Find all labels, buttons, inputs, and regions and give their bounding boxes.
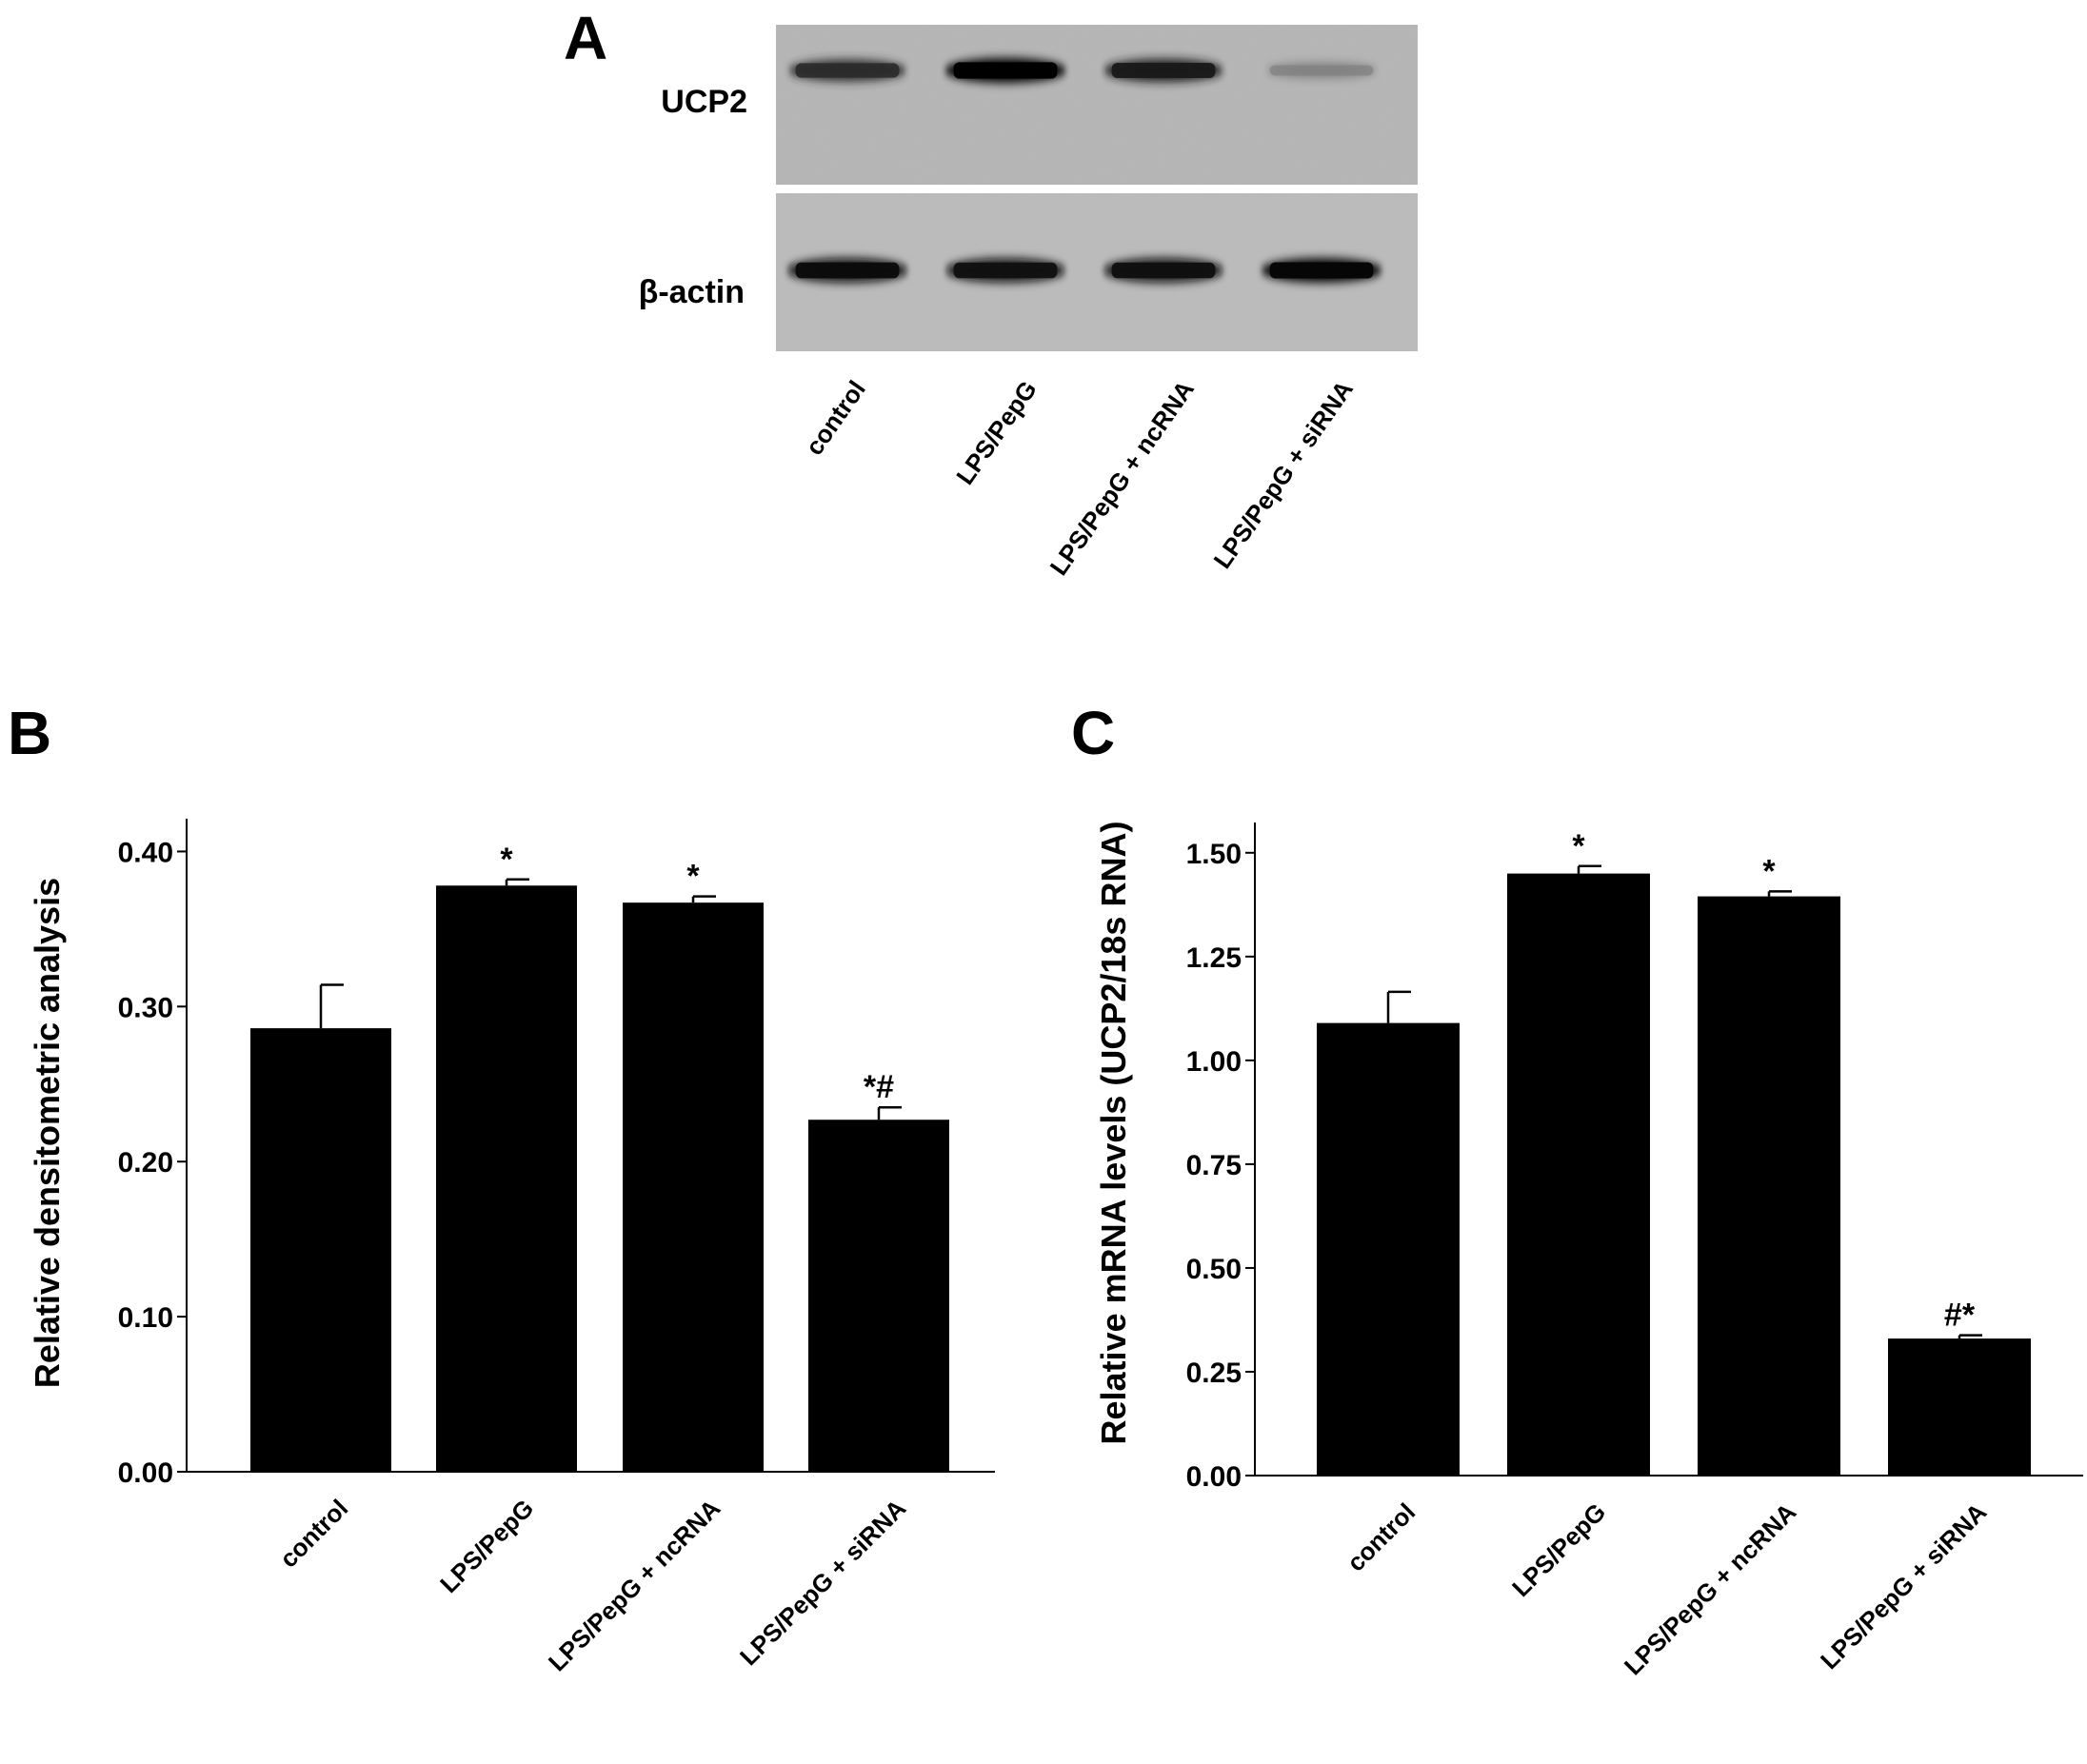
bar (436, 885, 577, 1472)
y-tick-label: 0.30 (118, 992, 173, 1023)
x-tick-label: LPS/PepG + siRNA (1815, 1497, 1992, 1675)
panel-label-c: C (1071, 699, 1116, 767)
bar (1507, 873, 1650, 1476)
x-tick-label: LPS/PepG + siRNA (734, 1494, 911, 1671)
y-tick-label: 0.75 (1186, 1150, 1242, 1181)
x-tick-label: control (274, 1494, 354, 1574)
blot-band-core (1111, 262, 1216, 279)
y-tick-label: 0.00 (118, 1457, 173, 1489)
blot-band-core (795, 262, 900, 279)
x-tick-label: LPS/PepG (434, 1494, 539, 1598)
blot-row-label-ucp2: UCP2 (661, 84, 747, 120)
y-tick-label: 1.50 (1186, 839, 1242, 870)
significance-marker: #* (1944, 1298, 1976, 1334)
blot-band-core (1269, 262, 1374, 279)
bar (1888, 1338, 2031, 1476)
significance-marker: * (500, 842, 513, 878)
bar (250, 1028, 391, 1472)
significance-marker: * (1572, 828, 1585, 864)
y-tick-label: 0.40 (118, 837, 173, 868)
y-tick-label: 0.10 (118, 1302, 173, 1334)
blot-lane-label: control (800, 375, 871, 460)
bar (808, 1120, 949, 1472)
blot-band-core (1269, 65, 1374, 76)
blot-lane-label: LPS/PepG + siRNA (1207, 375, 1359, 574)
y-tick-label: 0.50 (1186, 1254, 1242, 1285)
x-tick-label: LPS/PepG + ncRNA (1619, 1497, 1801, 1680)
x-tick-label: LPS/PepG + ncRNA (543, 1494, 725, 1676)
bar (1698, 896, 1840, 1476)
y-tick-label: 0.20 (118, 1147, 173, 1179)
x-tick-label: LPS/PepG (1506, 1497, 1611, 1602)
blot-band-core (953, 62, 1058, 79)
blot-lane-label: LPS/PepG (950, 375, 1043, 489)
y-tick-label: 0.25 (1186, 1358, 1242, 1389)
panel-label-a: A (564, 4, 608, 72)
y-tick-label: 1.25 (1186, 942, 1242, 974)
significance-marker: *# (864, 1069, 894, 1105)
blot-band-core (1111, 62, 1216, 79)
y-axis-label: Relative densitometric analysis (28, 878, 67, 1388)
blot-band-core (795, 63, 900, 78)
blot-band-core (953, 262, 1058, 279)
bar (1317, 1022, 1460, 1476)
panel-label-b: B (8, 699, 52, 767)
significance-marker: * (686, 859, 700, 895)
y-tick-label: 0.00 (1186, 1461, 1242, 1493)
western-blot: UCP2 β-actin control LPS/PepG LPS/PepG + n… (639, 25, 1418, 581)
x-tick-label: control (1342, 1497, 1421, 1577)
blot-row-label-actin: β-actin (639, 274, 745, 310)
bar (623, 902, 764, 1472)
blot-lane-label: LPS/PepG + ncRNA (1044, 375, 1201, 581)
y-axis-label: Relative mRNA levels (UCP2/18s RNA) (1094, 822, 1133, 1445)
y-tick-label: 1.00 (1186, 1046, 1242, 1078)
significance-marker: * (1762, 853, 1776, 889)
